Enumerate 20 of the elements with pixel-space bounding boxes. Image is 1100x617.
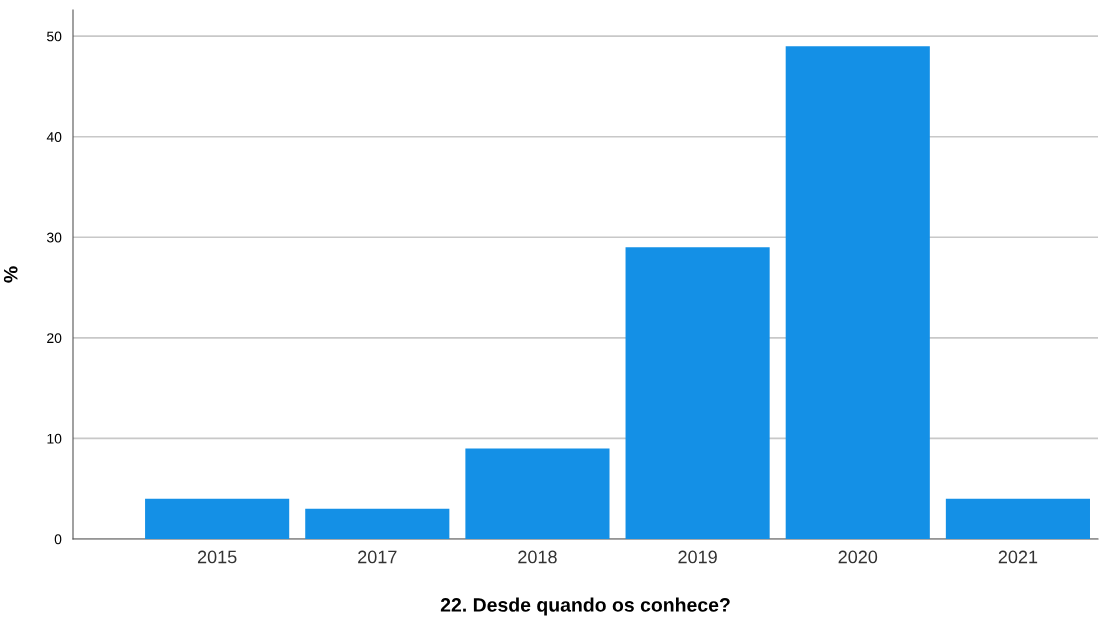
x-tick-label: 2015 xyxy=(197,550,237,564)
y-axis-title: % xyxy=(3,266,18,283)
y-tick-label: 40 xyxy=(46,132,62,142)
bar xyxy=(305,508,450,539)
y-tick-label: 30 xyxy=(46,232,62,243)
y-tick-label: 20 xyxy=(47,333,62,344)
bar xyxy=(465,448,610,539)
y-tick-label: 10 xyxy=(47,433,62,444)
bar xyxy=(145,498,290,539)
x-tick-label: 2017 xyxy=(358,550,397,564)
x-tick-label: 2019 xyxy=(678,550,717,564)
x-tick-label: 2018 xyxy=(518,550,557,564)
x-tick-label: 2021 xyxy=(998,550,1038,564)
bar xyxy=(785,46,930,539)
y-tick-label: 0 xyxy=(54,534,62,545)
bar xyxy=(945,498,1090,539)
x-axis-title: 22. Desde quando os conhece? xyxy=(440,597,730,616)
y-tick-label: 50 xyxy=(47,31,62,42)
bar xyxy=(625,247,770,539)
x-tick-label: 2020 xyxy=(838,550,878,564)
